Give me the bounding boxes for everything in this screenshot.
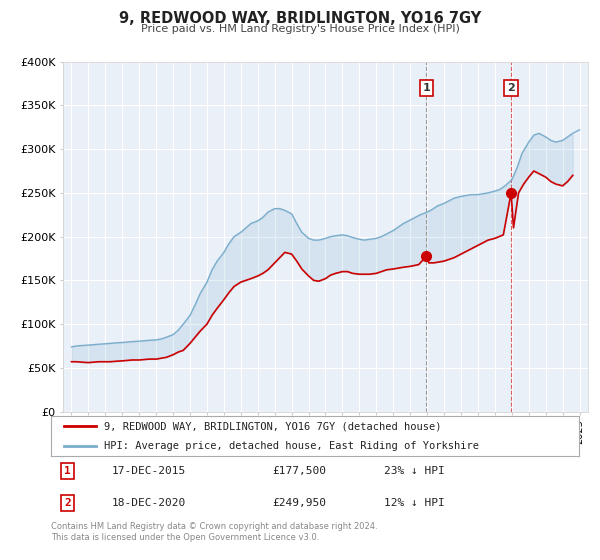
Text: 2: 2 [507, 83, 515, 93]
Text: £249,950: £249,950 [273, 498, 327, 508]
Text: 9, REDWOOD WAY, BRIDLINGTON, YO16 7GY: 9, REDWOOD WAY, BRIDLINGTON, YO16 7GY [119, 11, 481, 26]
Text: £177,500: £177,500 [273, 466, 327, 476]
Text: 12% ↓ HPI: 12% ↓ HPI [383, 498, 445, 508]
Text: 1: 1 [422, 83, 430, 93]
Text: 23% ↓ HPI: 23% ↓ HPI [383, 466, 445, 476]
Text: 18-DEC-2020: 18-DEC-2020 [112, 498, 186, 508]
Text: 17-DEC-2015: 17-DEC-2015 [112, 466, 186, 476]
Text: HPI: Average price, detached house, East Riding of Yorkshire: HPI: Average price, detached house, East… [104, 441, 479, 451]
Text: 1: 1 [64, 466, 71, 476]
Text: Price paid vs. HM Land Registry's House Price Index (HPI): Price paid vs. HM Land Registry's House … [140, 24, 460, 34]
Text: Contains HM Land Registry data © Crown copyright and database right 2024.: Contains HM Land Registry data © Crown c… [51, 522, 377, 531]
Text: 2: 2 [64, 498, 71, 508]
Text: This data is licensed under the Open Government Licence v3.0.: This data is licensed under the Open Gov… [51, 533, 319, 542]
Text: 9, REDWOOD WAY, BRIDLINGTON, YO16 7GY (detached house): 9, REDWOOD WAY, BRIDLINGTON, YO16 7GY (d… [104, 421, 442, 431]
